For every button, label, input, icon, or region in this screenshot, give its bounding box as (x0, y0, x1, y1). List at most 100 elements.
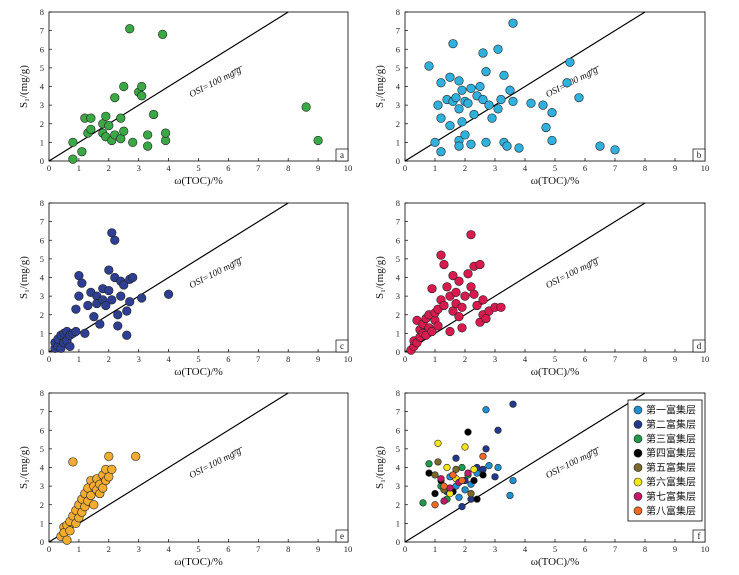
panel-letter: a (340, 150, 344, 160)
data-point (466, 230, 476, 240)
y-tick-label: 3 (40, 100, 44, 110)
data-point (482, 445, 490, 453)
data-point (452, 465, 460, 473)
panel-letter-box (335, 529, 349, 543)
data-point (65, 526, 75, 536)
data-point (562, 78, 572, 88)
data-point (119, 81, 129, 92)
chart-panel-c: 0 1 2 3 4 5 6 7 8 9 10 0 1 2 3 4 5 6 7 8 ω(TOC)/% S₁/(mg/g) OS… (18, 198, 352, 378)
data-point (445, 121, 455, 131)
x-tick-label: 8 (643, 354, 647, 364)
y-tick-label: 1 (40, 328, 44, 338)
y-axis-label: S₁/(mg/g) (374, 446, 386, 489)
panel-letter-box (692, 529, 706, 543)
x-tick-label: 0 (47, 544, 51, 554)
x-tick-label: 3 (137, 544, 141, 554)
y-tick-label: 0 (40, 347, 44, 357)
x-tick-label: 5 (553, 544, 557, 554)
data-point (86, 113, 96, 123)
data-point (505, 85, 515, 95)
legend-marker (633, 420, 643, 429)
x-tick-label: 7 (256, 544, 260, 554)
x-tick-label: 2 (463, 544, 467, 554)
data-point (457, 117, 467, 127)
y-tick-label: 0 (396, 347, 400, 357)
data-point (610, 145, 620, 155)
y-tick-label: 3 (40, 481, 44, 491)
osi-reference-line (404, 11, 646, 162)
data-point (509, 476, 517, 485)
x-tick-label: 2 (463, 163, 467, 173)
data-point (494, 426, 502, 434)
data-point (77, 278, 87, 288)
data-point (461, 486, 469, 494)
x-tick-label: 1 (77, 354, 81, 364)
data-point (448, 271, 458, 281)
y-tick-label: 8 (396, 388, 400, 398)
y-tick-label: 0 (40, 156, 44, 166)
y-tick-label: 6 (396, 425, 400, 435)
osi-label-pointer (587, 256, 599, 263)
osi-reference-line (48, 202, 289, 353)
data-point (149, 109, 159, 120)
data-point (122, 306, 132, 316)
x-tick-label: 5 (196, 163, 200, 173)
x-axis-label: ω(TOC)/% (531, 175, 580, 187)
x-tick-label: 6 (583, 354, 587, 364)
data-point (469, 109, 479, 120)
x-tick-label: 3 (493, 163, 497, 173)
data-point (461, 443, 469, 451)
legend-label: 第五富集层 (646, 461, 696, 474)
osi-reference-line (404, 392, 646, 543)
osi-reference-label: OSI=100 mg/g (545, 256, 600, 291)
x-tick-label: 9 (673, 163, 677, 173)
data-point (541, 122, 551, 133)
osi-label-pointer (231, 446, 242, 453)
data-point (509, 400, 517, 408)
x-tick-label: 1 (433, 544, 437, 554)
data-point (443, 463, 451, 472)
y-tick-label: 6 (396, 44, 400, 54)
data-point (472, 300, 482, 311)
data-point (475, 259, 485, 270)
x-tick-label: 1 (433, 163, 437, 173)
y-tick-label: 4 (40, 463, 45, 473)
data-point (508, 96, 518, 106)
legend-marker (633, 463, 643, 472)
data-point (460, 291, 470, 301)
data-point (436, 113, 446, 123)
x-tick-label: 6 (226, 544, 230, 554)
data-point (458, 476, 466, 485)
osi-label-pointer (587, 446, 599, 453)
y-tick-label: 1 (40, 518, 44, 528)
data-point (440, 482, 448, 490)
x-tick-label: 5 (553, 354, 557, 364)
x-tick-label: 6 (226, 163, 230, 173)
data-point (113, 310, 123, 320)
x-tick-label: 3 (137, 354, 141, 364)
y-axis-label: S₁/(mg/g) (18, 65, 30, 108)
x-tick-label: 0 (403, 354, 407, 364)
data-point (161, 128, 171, 138)
x-tick-label: 4 (166, 544, 171, 554)
data-point (101, 111, 111, 121)
data-point (434, 439, 442, 447)
data-point (425, 460, 433, 468)
data-point (481, 66, 491, 77)
legend-marker (633, 448, 643, 458)
legend-label: 第七富集层 (646, 490, 696, 503)
legend-marker (633, 405, 643, 415)
data-point (104, 265, 114, 275)
data-point (467, 489, 475, 498)
data-point (508, 18, 518, 28)
data-point (481, 137, 491, 147)
data-point (137, 293, 147, 303)
data-point (487, 113, 497, 123)
chart-panel-e: 0 1 2 3 4 5 6 7 8 9 10 0 1 2 3 4 5 6 7 8 ω(TOC)/% S₁/(mg/g) OS… (18, 388, 352, 568)
x-tick-label: 3 (137, 163, 141, 173)
osi-label-pointer (231, 256, 242, 263)
data-point (68, 137, 78, 147)
data-point (137, 91, 147, 101)
x-tick-label: 4 (166, 163, 171, 173)
